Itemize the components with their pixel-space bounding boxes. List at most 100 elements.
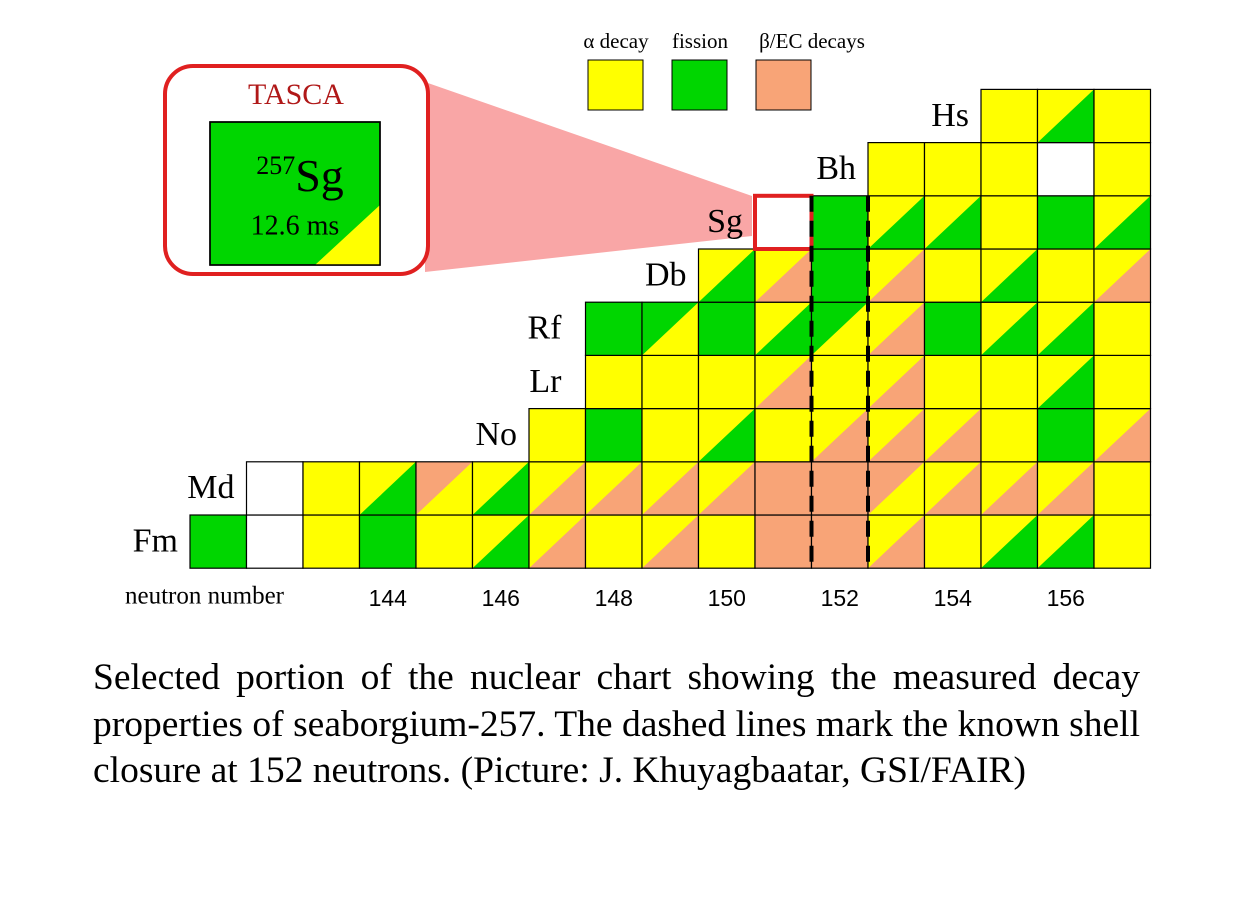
cell-triangle bbox=[755, 355, 812, 409]
cell bbox=[585, 355, 642, 409]
cell bbox=[755, 515, 812, 569]
cell bbox=[924, 355, 981, 409]
cell-triangle bbox=[1037, 302, 1094, 356]
cell bbox=[642, 408, 699, 462]
element-label: Lr bbox=[529, 363, 562, 400]
cell bbox=[981, 355, 1038, 409]
cell-triangle bbox=[755, 302, 812, 356]
cell bbox=[868, 142, 925, 196]
cell bbox=[1094, 89, 1151, 143]
cell-triangle bbox=[529, 515, 586, 569]
cell-triangle bbox=[1094, 249, 1151, 303]
cell bbox=[981, 408, 1038, 462]
legend-label: α decay bbox=[583, 29, 649, 53]
legend-label: β/EC decays bbox=[759, 29, 865, 53]
legend-swatch bbox=[587, 59, 644, 111]
legend-label: fission bbox=[672, 29, 729, 53]
cell bbox=[359, 515, 416, 569]
cell-triangle bbox=[981, 461, 1038, 515]
inset-triangle bbox=[315, 205, 380, 265]
cell-triangle bbox=[868, 408, 925, 462]
cell bbox=[529, 408, 586, 462]
cell-triangle bbox=[811, 408, 868, 462]
cell-triangle bbox=[585, 461, 642, 515]
tick-label: 146 bbox=[482, 585, 520, 611]
legend-swatch bbox=[671, 59, 728, 111]
element-label: Sg bbox=[707, 203, 743, 240]
inset-title: TASCA bbox=[248, 78, 344, 111]
cell bbox=[811, 195, 868, 249]
cell bbox=[981, 142, 1038, 196]
tick-label: 148 bbox=[595, 585, 633, 611]
cell bbox=[924, 515, 981, 569]
cell-triangle bbox=[868, 249, 925, 303]
cell-triangle bbox=[472, 515, 529, 569]
nuclear-chart: TASCA 257Sg 12.6 ms α decay fission β/EC… bbox=[125, 29, 1152, 611]
cell bbox=[1094, 142, 1151, 196]
tick-label: 152 bbox=[821, 585, 859, 611]
cell-triangle bbox=[1037, 515, 1094, 569]
tick-label: 150 bbox=[708, 585, 746, 611]
cell-triangle bbox=[698, 249, 755, 303]
cell bbox=[303, 461, 360, 515]
cell-triangle bbox=[924, 461, 981, 515]
inset-half-life: 12.6 ms bbox=[251, 210, 340, 241]
cell bbox=[303, 515, 360, 569]
cell-triangle bbox=[1094, 408, 1151, 462]
cell bbox=[811, 515, 868, 569]
cell bbox=[698, 302, 755, 356]
tick-label: 154 bbox=[934, 585, 973, 611]
element-label: Md bbox=[187, 469, 234, 506]
element-label: Bh bbox=[816, 150, 856, 187]
cell-triangle bbox=[416, 461, 473, 515]
cell bbox=[1037, 142, 1094, 196]
cell-triangle bbox=[1094, 195, 1151, 249]
tick-label: 156 bbox=[1047, 585, 1085, 611]
cell bbox=[924, 302, 981, 356]
cell-triangle bbox=[868, 355, 925, 409]
cell bbox=[755, 461, 812, 515]
cell-triangle bbox=[642, 461, 699, 515]
cell-triangle bbox=[1037, 89, 1094, 143]
cell bbox=[246, 461, 303, 515]
cell-triangle bbox=[981, 515, 1038, 569]
cell bbox=[924, 249, 981, 303]
cell bbox=[811, 461, 868, 515]
cell bbox=[755, 195, 812, 249]
cell bbox=[1037, 195, 1094, 249]
cell bbox=[811, 249, 868, 303]
cell bbox=[924, 142, 981, 196]
cell bbox=[416, 515, 473, 569]
cell-triangle bbox=[924, 408, 981, 462]
cell bbox=[585, 515, 642, 569]
cell-triangle bbox=[868, 302, 925, 356]
cell bbox=[585, 302, 642, 356]
cell-triangle bbox=[868, 461, 925, 515]
cell bbox=[190, 515, 247, 569]
cell-triangle bbox=[868, 515, 925, 569]
cell-triangle bbox=[529, 461, 586, 515]
cell bbox=[1037, 408, 1094, 462]
cell bbox=[981, 89, 1038, 143]
cell bbox=[1094, 515, 1151, 569]
cell bbox=[642, 355, 699, 409]
cell-border bbox=[1093, 88, 1152, 144]
cell bbox=[1094, 355, 1151, 409]
cell-triangle bbox=[698, 408, 755, 462]
cell-triangle bbox=[359, 461, 416, 515]
cell-triangle bbox=[472, 461, 529, 515]
element-label: Db bbox=[645, 256, 687, 293]
cell-triangle bbox=[642, 515, 699, 569]
element-label: Rf bbox=[528, 310, 563, 347]
legend-swatch bbox=[755, 59, 812, 111]
cell-triangle bbox=[698, 461, 755, 515]
cell bbox=[981, 195, 1038, 249]
cell bbox=[698, 355, 755, 409]
tick-label: 144 bbox=[369, 585, 408, 611]
cell-triangle bbox=[642, 302, 699, 356]
cell-triangle bbox=[924, 195, 981, 249]
cell-triangle bbox=[811, 302, 868, 356]
cell bbox=[1094, 302, 1151, 356]
cell bbox=[811, 355, 868, 409]
